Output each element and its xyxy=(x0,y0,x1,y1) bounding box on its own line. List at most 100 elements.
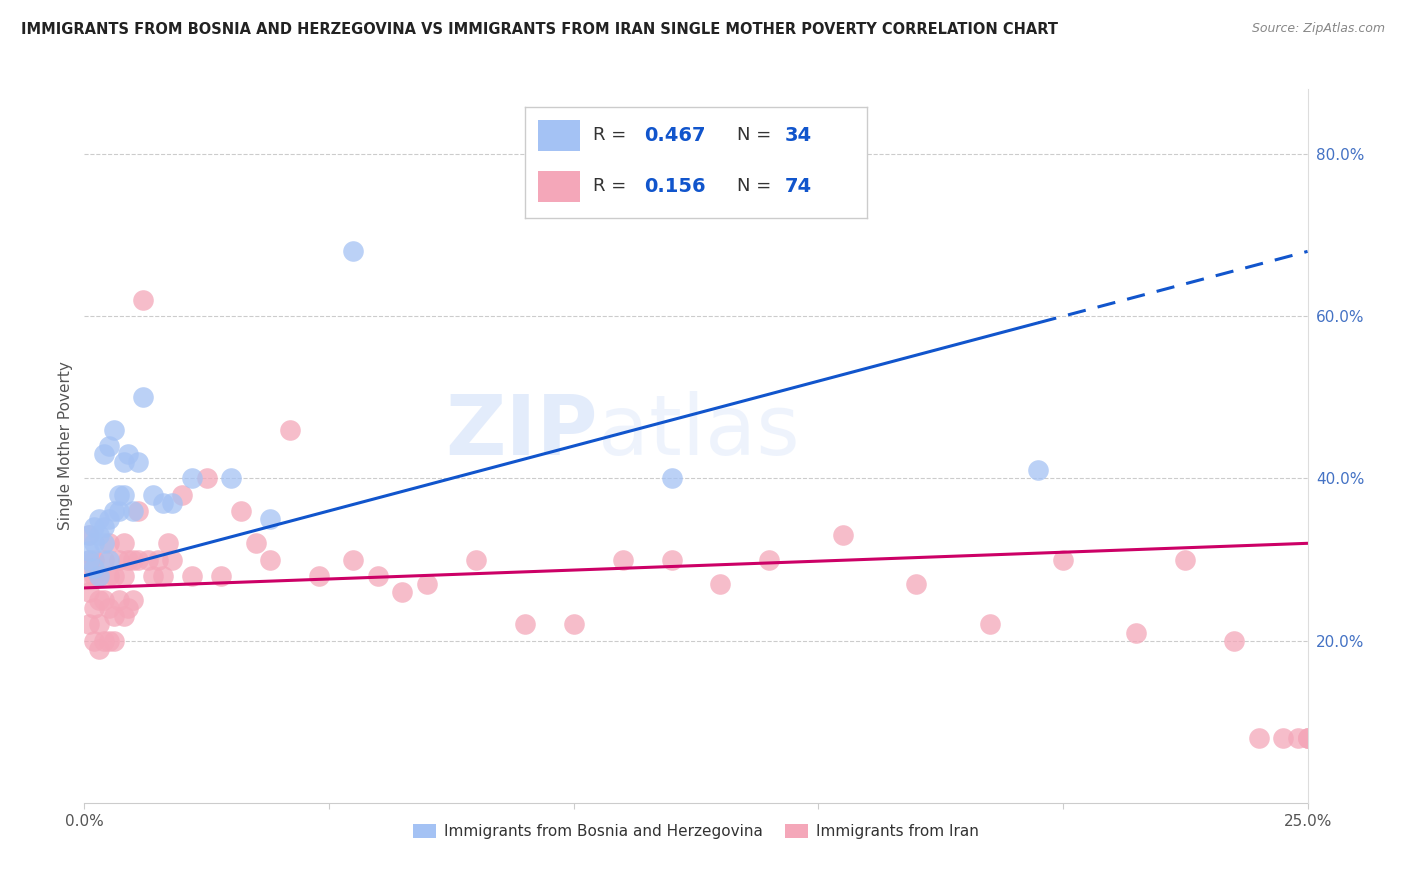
Point xyxy=(245,536,267,550)
Point xyxy=(259,512,281,526)
Point xyxy=(1174,552,1197,566)
Point xyxy=(709,577,731,591)
Point xyxy=(152,496,174,510)
Point xyxy=(112,609,135,624)
Point xyxy=(831,528,853,542)
Point xyxy=(1296,731,1319,745)
Point xyxy=(77,528,100,542)
Point xyxy=(142,568,165,582)
Point xyxy=(209,568,232,582)
Point xyxy=(229,504,252,518)
Point xyxy=(758,552,780,566)
Point xyxy=(77,617,100,632)
Point xyxy=(87,593,110,607)
Point xyxy=(112,455,135,469)
Point xyxy=(112,536,135,550)
Point xyxy=(77,552,100,566)
Point xyxy=(77,552,100,566)
Point xyxy=(83,520,105,534)
Point xyxy=(122,552,145,566)
Point xyxy=(612,552,634,566)
Point xyxy=(87,617,110,632)
Point xyxy=(661,552,683,566)
Point xyxy=(979,617,1001,632)
Point xyxy=(77,585,100,599)
Point xyxy=(172,488,194,502)
Point xyxy=(181,471,204,485)
Point xyxy=(97,633,120,648)
Point xyxy=(87,641,110,656)
Point xyxy=(103,423,125,437)
Point xyxy=(83,601,105,615)
Point xyxy=(103,609,125,624)
Point xyxy=(278,423,301,437)
Point xyxy=(93,520,115,534)
Point xyxy=(107,552,129,566)
Point xyxy=(83,536,105,550)
Point xyxy=(181,568,204,582)
Point xyxy=(117,447,139,461)
Point xyxy=(661,471,683,485)
Point xyxy=(93,593,115,607)
Point xyxy=(87,568,110,582)
Point xyxy=(342,244,364,259)
Point xyxy=(97,536,120,550)
Point xyxy=(342,552,364,566)
Point xyxy=(132,293,155,307)
Point xyxy=(1125,625,1147,640)
Point xyxy=(195,471,218,485)
Point xyxy=(1028,463,1050,477)
Point xyxy=(1286,731,1309,745)
Point xyxy=(103,633,125,648)
Point xyxy=(127,552,149,566)
Point xyxy=(93,536,115,550)
Point xyxy=(77,544,100,558)
Point xyxy=(122,504,145,518)
Point xyxy=(93,552,115,566)
Point xyxy=(1247,731,1270,745)
Point xyxy=(162,496,184,510)
Point xyxy=(152,568,174,582)
Point xyxy=(77,528,100,542)
Point xyxy=(83,560,105,574)
Text: Source: ZipAtlas.com: Source: ZipAtlas.com xyxy=(1251,22,1385,36)
Point xyxy=(122,593,145,607)
Point xyxy=(77,568,100,582)
Point xyxy=(132,390,155,404)
Text: atlas: atlas xyxy=(598,392,800,472)
Point xyxy=(127,455,149,469)
Point xyxy=(513,617,536,632)
Point xyxy=(117,552,139,566)
Point xyxy=(112,568,135,582)
Point xyxy=(87,512,110,526)
Point xyxy=(93,447,115,461)
Point xyxy=(83,568,105,582)
Point xyxy=(103,568,125,582)
Legend: Immigrants from Bosnia and Herzegovina, Immigrants from Iran: Immigrants from Bosnia and Herzegovina, … xyxy=(406,818,986,845)
Point xyxy=(905,577,928,591)
Point xyxy=(259,552,281,566)
Point xyxy=(97,568,120,582)
Point xyxy=(308,568,330,582)
Y-axis label: Single Mother Poverty: Single Mother Poverty xyxy=(58,361,73,531)
Point xyxy=(391,585,413,599)
Point xyxy=(97,601,120,615)
Point xyxy=(1296,731,1319,745)
Text: IMMIGRANTS FROM BOSNIA AND HERZEGOVINA VS IMMIGRANTS FROM IRAN SINGLE MOTHER POV: IMMIGRANTS FROM BOSNIA AND HERZEGOVINA V… xyxy=(21,22,1059,37)
Point xyxy=(219,471,242,485)
Point xyxy=(87,568,110,582)
Point xyxy=(136,552,159,566)
Point xyxy=(1052,552,1074,566)
Point xyxy=(416,577,439,591)
Point xyxy=(127,504,149,518)
Point xyxy=(83,552,105,566)
Point xyxy=(1296,731,1319,745)
Point xyxy=(97,512,120,526)
Point xyxy=(562,617,585,632)
Point xyxy=(93,633,115,648)
Point xyxy=(97,552,120,566)
Text: ZIP: ZIP xyxy=(446,392,598,472)
Point xyxy=(97,439,120,453)
Point xyxy=(107,504,129,518)
Point xyxy=(1223,633,1246,648)
